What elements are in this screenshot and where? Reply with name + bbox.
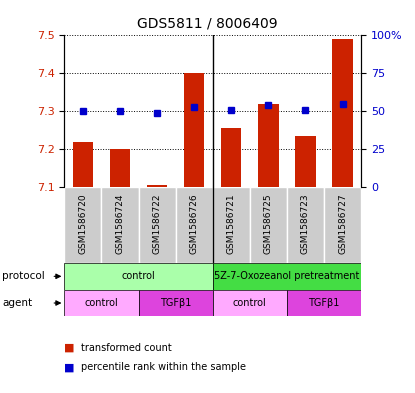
Bar	[184, 73, 204, 187]
FancyBboxPatch shape	[324, 187, 361, 263]
Bar	[295, 136, 316, 187]
Text: TGFβ1: TGFβ1	[308, 298, 339, 308]
FancyBboxPatch shape	[101, 187, 139, 263]
FancyBboxPatch shape	[213, 187, 250, 263]
Bar	[221, 128, 242, 187]
FancyBboxPatch shape	[213, 290, 287, 316]
FancyBboxPatch shape	[287, 187, 324, 263]
FancyBboxPatch shape	[139, 187, 176, 263]
FancyBboxPatch shape	[64, 290, 139, 316]
Text: GSM1586722: GSM1586722	[153, 193, 161, 253]
Bar	[147, 185, 167, 187]
FancyBboxPatch shape	[250, 187, 287, 263]
Text: control: control	[233, 298, 267, 308]
Text: percentile rank within the sample: percentile rank within the sample	[81, 362, 246, 373]
FancyBboxPatch shape	[176, 187, 213, 263]
Bar	[258, 104, 278, 187]
Text: control: control	[85, 298, 118, 308]
FancyBboxPatch shape	[213, 263, 361, 290]
Text: transformed count: transformed count	[81, 343, 172, 353]
Text: GSM1586720: GSM1586720	[78, 193, 88, 254]
FancyBboxPatch shape	[64, 263, 213, 290]
Text: ■: ■	[64, 362, 75, 373]
Text: 5Z-7-Oxozeanol pretreatment: 5Z-7-Oxozeanol pretreatment	[214, 271, 359, 281]
Text: GSM1586725: GSM1586725	[264, 193, 273, 254]
Text: agent: agent	[2, 298, 32, 308]
Text: control: control	[122, 271, 155, 281]
Bar	[332, 39, 353, 187]
Text: GSM1586726: GSM1586726	[190, 193, 199, 254]
Text: ■: ■	[64, 343, 75, 353]
Text: GSM1586723: GSM1586723	[301, 193, 310, 254]
FancyBboxPatch shape	[139, 290, 213, 316]
Bar	[110, 149, 130, 187]
Text: GSM1586721: GSM1586721	[227, 193, 236, 254]
Text: TGFβ1: TGFβ1	[160, 298, 191, 308]
FancyBboxPatch shape	[64, 187, 101, 263]
Text: GSM1586727: GSM1586727	[338, 193, 347, 254]
Text: protocol: protocol	[2, 271, 45, 281]
FancyBboxPatch shape	[287, 290, 361, 316]
Text: GSM1586724: GSM1586724	[115, 193, 124, 253]
Text: GDS5811 / 8006409: GDS5811 / 8006409	[137, 17, 278, 31]
Bar	[73, 141, 93, 187]
